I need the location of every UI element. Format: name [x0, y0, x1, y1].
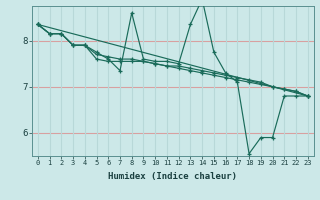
X-axis label: Humidex (Indice chaleur): Humidex (Indice chaleur)	[108, 172, 237, 181]
